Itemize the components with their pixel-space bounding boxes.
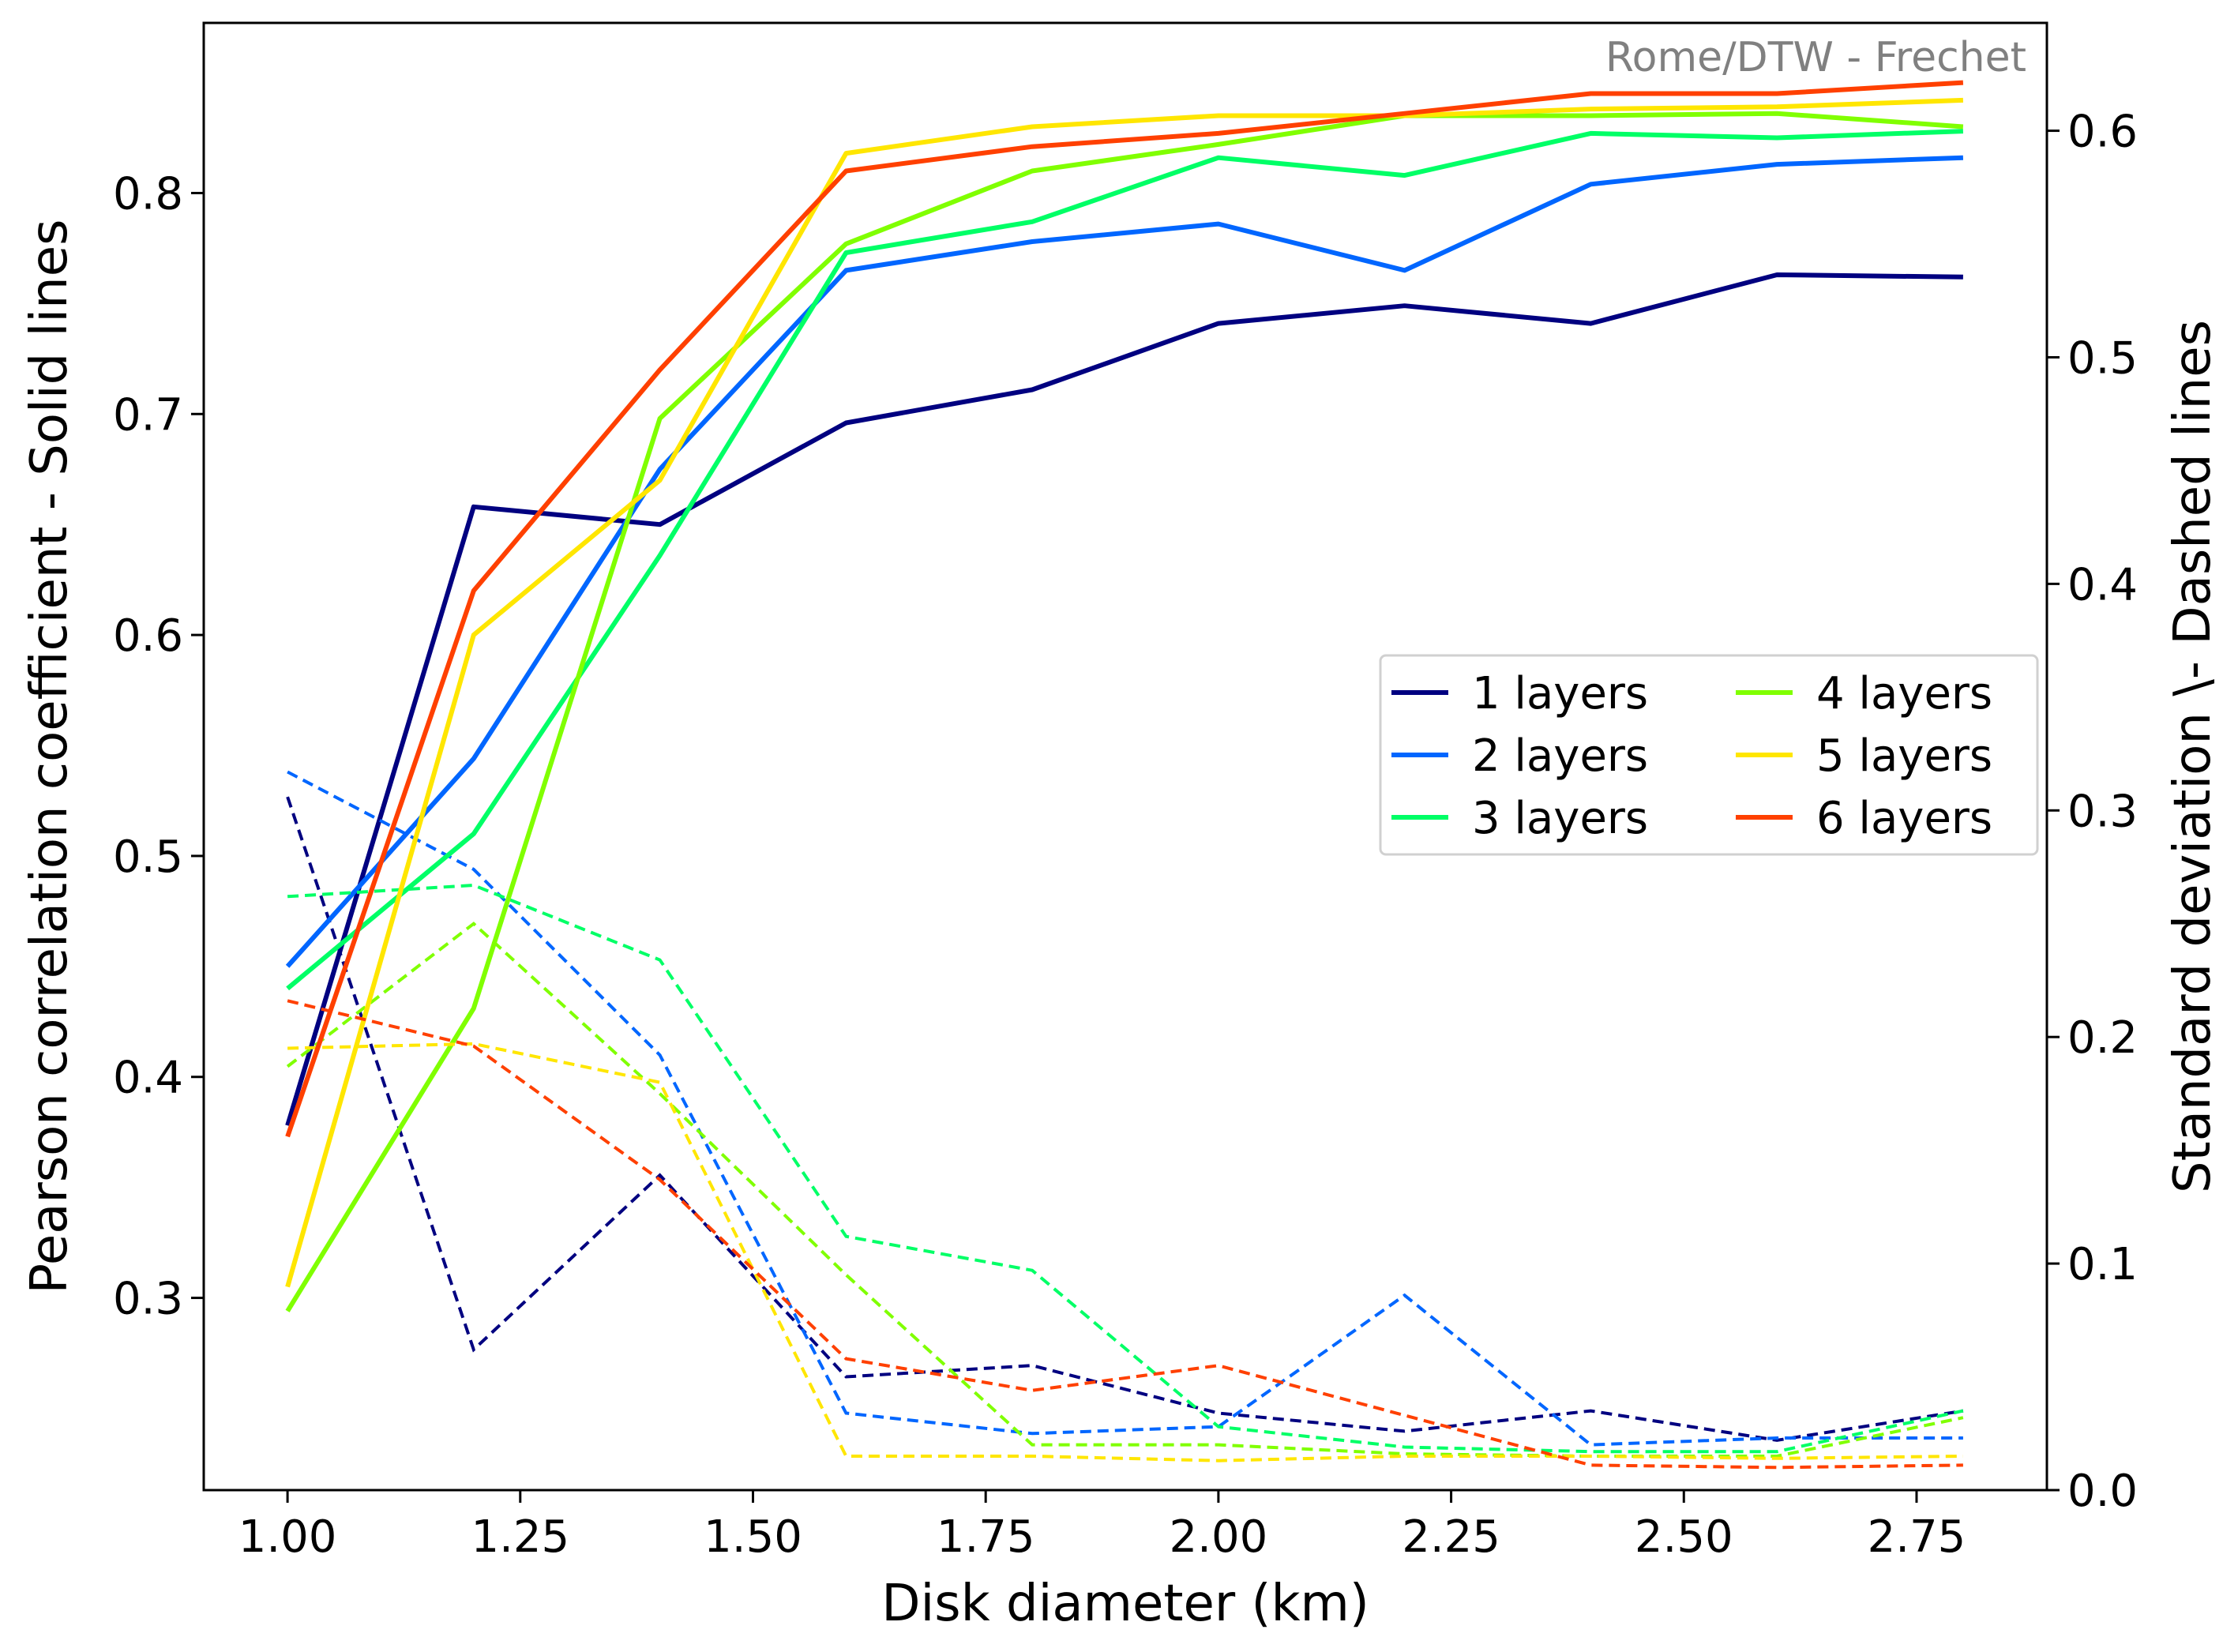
series-3-pearson-line <box>286 129 1964 991</box>
x-tick-label: 1.25 <box>471 1511 569 1563</box>
series-5-pearson-line <box>285 97 1964 1288</box>
legend-label-2: 2 layers <box>1472 730 1648 782</box>
y2-tick-label: 0.5 <box>2067 332 2138 384</box>
legend-frame <box>1379 654 2039 856</box>
legend-label-3: 3 layers <box>1472 793 1648 844</box>
y-tick-label: 0.8 <box>113 168 183 220</box>
y2-tick-label: 0.3 <box>2067 786 2138 837</box>
legend-label-5: 5 layers <box>1816 730 1992 782</box>
series-5-std-line <box>287 1042 1963 1462</box>
legend-label-4: 4 layers <box>1816 668 1992 719</box>
y-tick-label: 0.5 <box>113 832 183 883</box>
series-1-std-line <box>286 796 1964 1442</box>
legend-label-6: 6 layers <box>1816 793 1992 844</box>
x-tick-label: 1.75 <box>937 1511 1035 1563</box>
y2-tick-label: 0.4 <box>2067 559 2138 610</box>
plot-frame <box>202 21 2048 1492</box>
legend-label-1: 1 layers <box>1472 668 1648 719</box>
x-tick-label: 2.00 <box>1170 1511 1268 1563</box>
plot-lines <box>285 80 1964 1470</box>
series-3-std-line <box>287 883 1964 1454</box>
series-4-pearson-line <box>285 111 1964 1312</box>
y2-tick-label: 0.6 <box>2067 107 2138 158</box>
x-tick-label: 2.25 <box>1402 1511 1500 1563</box>
tick-layer: 1.00 1.25 1.50 1.75 2.00 2.25 2.50 2.75 0.3 0.4 0.… <box>113 107 2138 1563</box>
y-tick-label: 0.6 <box>113 610 183 662</box>
y2-axis-label: Standard deviation \- Dashed lines <box>2164 320 2222 1193</box>
x-tick-label: 2.50 <box>1635 1511 1733 1563</box>
series-4-std-line <box>286 922 1964 1458</box>
x-tick-label: 1.00 <box>238 1511 337 1563</box>
x-tick-label: 2.75 <box>1868 1511 1966 1563</box>
y2-tick-label: 0.0 <box>2067 1466 2138 1517</box>
series-1-pearson-line <box>285 272 1963 1127</box>
legend: 1 layers 2 layers 3 layers 4 layers 5 layers… <box>1379 654 2039 856</box>
y-tick-label: 0.4 <box>113 1053 183 1104</box>
y-tick-label: 0.3 <box>113 1274 183 1325</box>
series-2-pearson-line <box>285 155 1964 968</box>
y2-tick-label: 0.1 <box>2067 1239 2138 1290</box>
x-axis-label: Disk diameter (km) <box>881 1575 1369 1633</box>
y-axis-label: Pearson correlation coefficient - Solid … <box>21 220 79 1294</box>
y2-tick-label: 0.2 <box>2067 1012 2138 1064</box>
y-tick-label: 0.7 <box>113 389 183 441</box>
series-6-pearson-line <box>285 80 1964 1138</box>
x-tick-label: 1.50 <box>704 1511 802 1563</box>
series-2-std-line <box>287 770 1963 1447</box>
chart-annotation: Rome/DTW - Frechet <box>1605 34 2026 81</box>
series-6-std-line <box>287 999 1963 1470</box>
